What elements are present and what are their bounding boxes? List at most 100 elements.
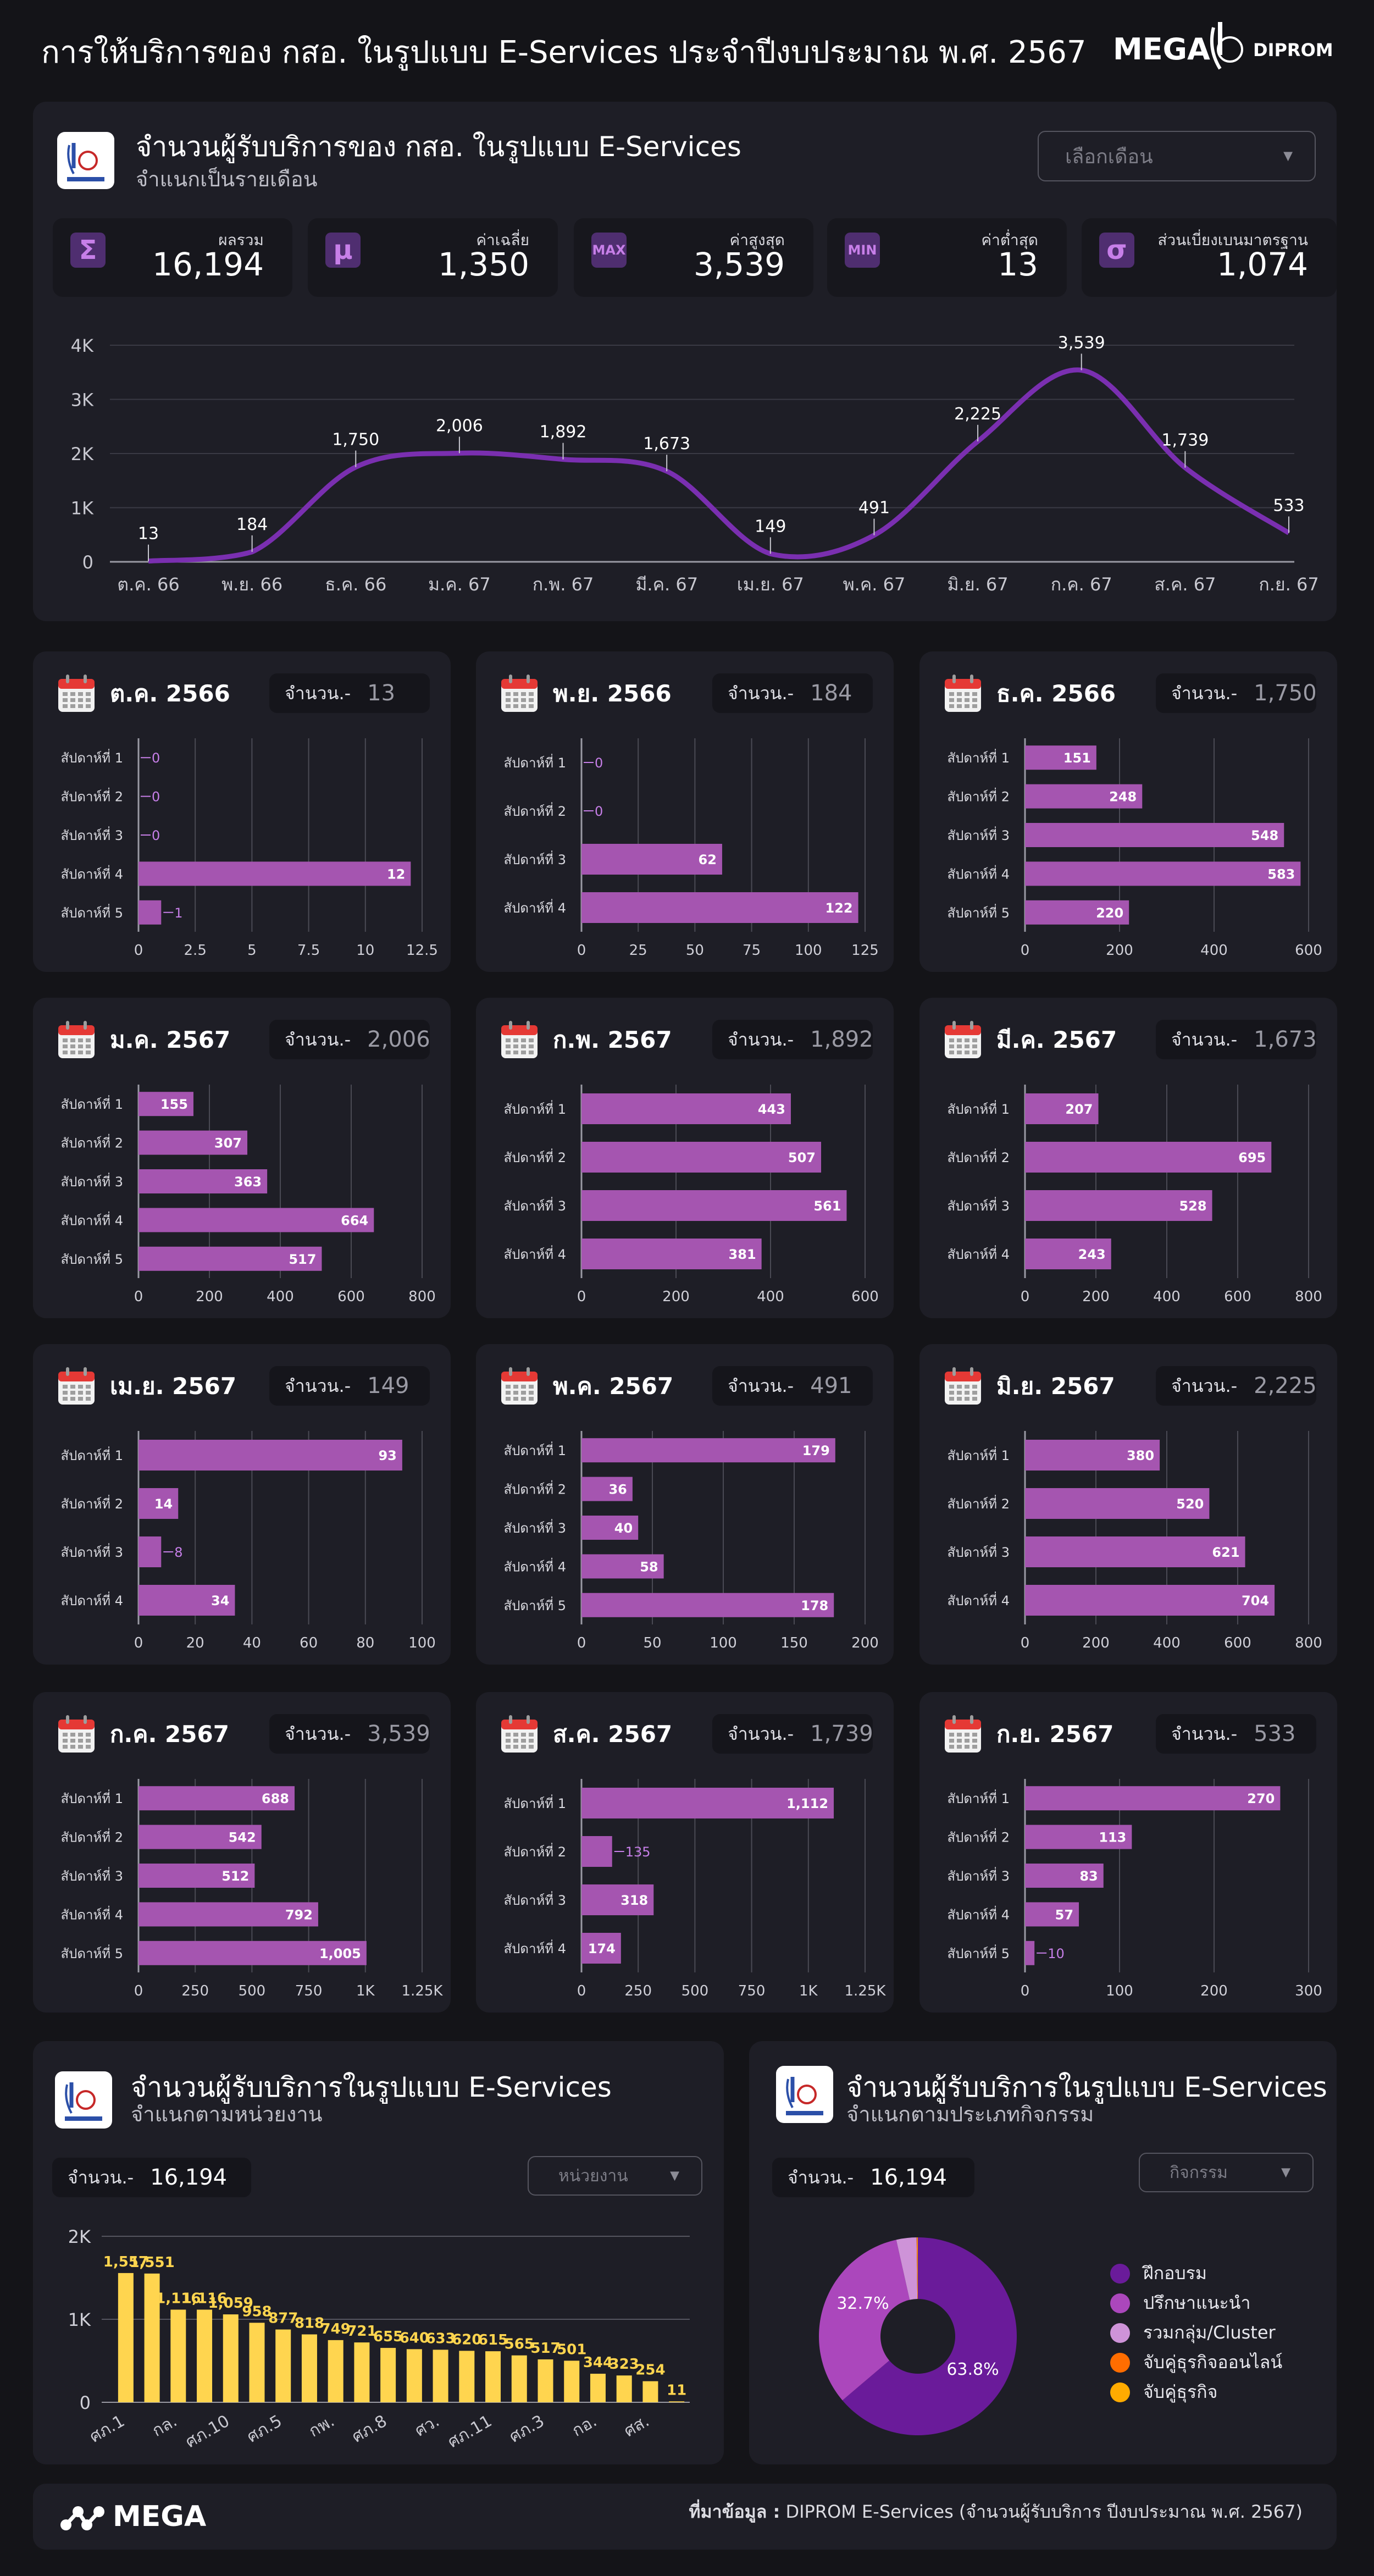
month-count-pill: จำนวน.- 1,750 xyxy=(1156,673,1317,713)
unit-subtitle: จำแนกตามหน่วยงาน xyxy=(131,2102,323,2126)
x-tick-label: 200 xyxy=(662,1289,690,1305)
week-label: สัปดาห์ที่ 5 xyxy=(948,904,1010,921)
bar-value-label: 0 xyxy=(152,750,160,766)
legend-item[interactable]: จับคู่ธุรกิจออนไลน์ xyxy=(1110,2348,1282,2376)
legend-item[interactable]: ฝึกอบรม xyxy=(1110,2259,1207,2287)
week-label: สัปดาห์ที่ 3 xyxy=(61,1173,123,1190)
x-tick-label: 0 xyxy=(1021,1289,1030,1305)
x-tick-label: 1K xyxy=(356,1983,375,1999)
bar xyxy=(138,1130,248,1155)
count-label: จำนวน.- xyxy=(728,1723,794,1744)
bar xyxy=(138,1585,235,1616)
chevron-down-icon: ▼ xyxy=(670,2169,679,2183)
count-value: 1,739 xyxy=(810,1721,873,1746)
diprom-logo-text: DIPROM xyxy=(1253,40,1333,60)
diprom-logo: DIPROM xyxy=(1204,16,1336,77)
x-tick-label: ศภ.8 xyxy=(348,2412,390,2447)
x-tick-label: 40 xyxy=(243,1635,261,1651)
bar xyxy=(581,1884,654,1915)
legend-item[interactable]: ปรึกษาแนะนำ xyxy=(1110,2289,1250,2317)
month-title: มี.ค. 2567 xyxy=(996,1026,1117,1053)
weekly-bar-chart: 0 200 400 600 800 สัปดาห์ที่ 1 380 สัปดาห์ที่ 2… xyxy=(948,1431,1322,1651)
count-value: 491 xyxy=(810,1373,852,1398)
bar-value-label: 174 xyxy=(588,1941,616,1956)
bar xyxy=(249,2323,265,2402)
x-tick-label: ศภ.10 xyxy=(182,2412,232,2452)
x-tick-label: 50 xyxy=(643,1635,661,1651)
legend-item[interactable]: จับคู่ธุรกิจ xyxy=(1110,2378,1217,2406)
week-label: สัปดาห์ที่ 1 xyxy=(948,1100,1010,1117)
bar-value-label: 1 xyxy=(174,905,182,921)
bar xyxy=(433,2350,448,2402)
week-label: สัปดาห์ที่ 3 xyxy=(504,850,566,867)
month-card: มิ.ย. 2567 จำนวน.- 2,225 0 200 400 600 800 สัปดา… xyxy=(919,1344,1337,1665)
x-tick-label: 500 xyxy=(239,1983,266,1999)
count-value: 1,750 xyxy=(1254,681,1317,706)
x-tick-label: 0 xyxy=(577,1983,586,1999)
x-tick-label: 200 xyxy=(1082,1289,1110,1305)
diprom-badge-icon xyxy=(55,2071,112,2129)
bar xyxy=(538,2359,553,2402)
bar-value-label: 381 xyxy=(729,1247,756,1262)
bar xyxy=(118,2273,134,2402)
bar xyxy=(1025,1786,1281,1811)
bar xyxy=(301,2334,317,2402)
activity-filter-select[interactable]: กิจกรรม ▼ xyxy=(1139,2153,1314,2192)
week-label: สัปดาห์ที่ 4 xyxy=(948,865,1010,882)
x-tick-label: 600 xyxy=(1295,942,1322,959)
x-tick-label: 50 xyxy=(686,942,704,959)
legend-item[interactable]: รวมกลุ่ม/Cluster xyxy=(1110,2319,1276,2347)
x-tick-label: 300 xyxy=(1295,1983,1322,1999)
bar xyxy=(138,1941,367,1965)
bar-value-label: 178 xyxy=(801,1598,828,1613)
activity-donut-chart: 63.8% 32.7% xyxy=(819,2237,1017,2435)
pie-slice xyxy=(916,2237,918,2299)
bar-value-label: 520 xyxy=(1176,1496,1204,1512)
month-select[interactable]: เลือกเดือน ▼ xyxy=(1038,131,1316,181)
unit-filter-select[interactable]: หน่วยงาน ▼ xyxy=(528,2156,702,2196)
bar xyxy=(581,1093,791,1124)
bar xyxy=(581,1593,834,1617)
bar xyxy=(138,1246,322,1271)
bar xyxy=(197,2309,213,2402)
x-tick-label: 125 xyxy=(851,942,879,959)
calendar-icon xyxy=(945,1715,981,1753)
y-tick-label: 3K xyxy=(71,390,94,411)
week-label: สัปดาห์ที่ 4 xyxy=(504,1557,566,1574)
bar xyxy=(581,1516,639,1540)
bar-value-label: 633 xyxy=(425,2330,455,2347)
bar xyxy=(616,2375,632,2402)
count-label: จำนวน.- xyxy=(728,1029,794,1050)
bar xyxy=(669,2401,685,2402)
bar-value-label: 40 xyxy=(614,1521,633,1536)
x-tick-label: 1.25K xyxy=(845,1983,887,1999)
bar-value-label: 620 xyxy=(452,2331,481,2348)
x-tick-label: มี.ค. 67 xyxy=(635,574,698,595)
bar xyxy=(138,1864,255,1888)
bar xyxy=(581,1239,762,1269)
data-label: 2,225 xyxy=(954,405,1001,424)
bar xyxy=(138,1902,318,1927)
x-tick-label: มิ.ย. 67 xyxy=(948,574,1009,595)
bar-value-label: 10 xyxy=(1048,1946,1065,1961)
week-label: สัปดาห์ที่ 1 xyxy=(61,1446,123,1463)
activity-title: จำนวนผู้รับบริการในรูปแบบ E-Services xyxy=(846,2071,1327,2103)
month-card: ธ.ค. 2566 จำนวน.- 1,750 0 200 400 600 สัปดาห์ที… xyxy=(919,651,1337,972)
bar xyxy=(1025,823,1284,847)
bar xyxy=(511,2355,527,2402)
month-title: ม.ค. 2567 xyxy=(110,1026,231,1053)
data-label: 1,750 xyxy=(332,430,379,450)
week-label: สัปดาห์ที่ 3 xyxy=(948,1197,1010,1214)
month-card: มี.ค. 2567 จำนวน.- 1,673 0 200 400 600 800 สัปดา… xyxy=(919,998,1337,1318)
bar-value-label: 155 xyxy=(160,1097,188,1112)
bar-value-label: 363 xyxy=(234,1174,262,1190)
bar xyxy=(1025,900,1129,925)
bar xyxy=(581,892,858,923)
legend-swatch xyxy=(1110,2293,1130,2313)
stat-label: ค่าต่ำสุด xyxy=(981,231,1038,249)
x-tick-label: 75 xyxy=(743,942,761,959)
y-tick-label: 2K xyxy=(71,444,94,465)
week-label: สัปดาห์ที่ 3 xyxy=(948,1543,1010,1560)
bar-value-label: 14 xyxy=(154,1496,173,1512)
